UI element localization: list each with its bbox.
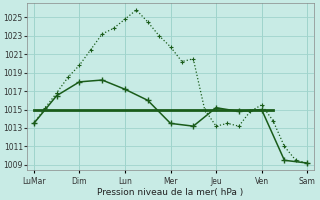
X-axis label: Pression niveau de la mer( hPa ): Pression niveau de la mer( hPa ) [97,188,244,197]
